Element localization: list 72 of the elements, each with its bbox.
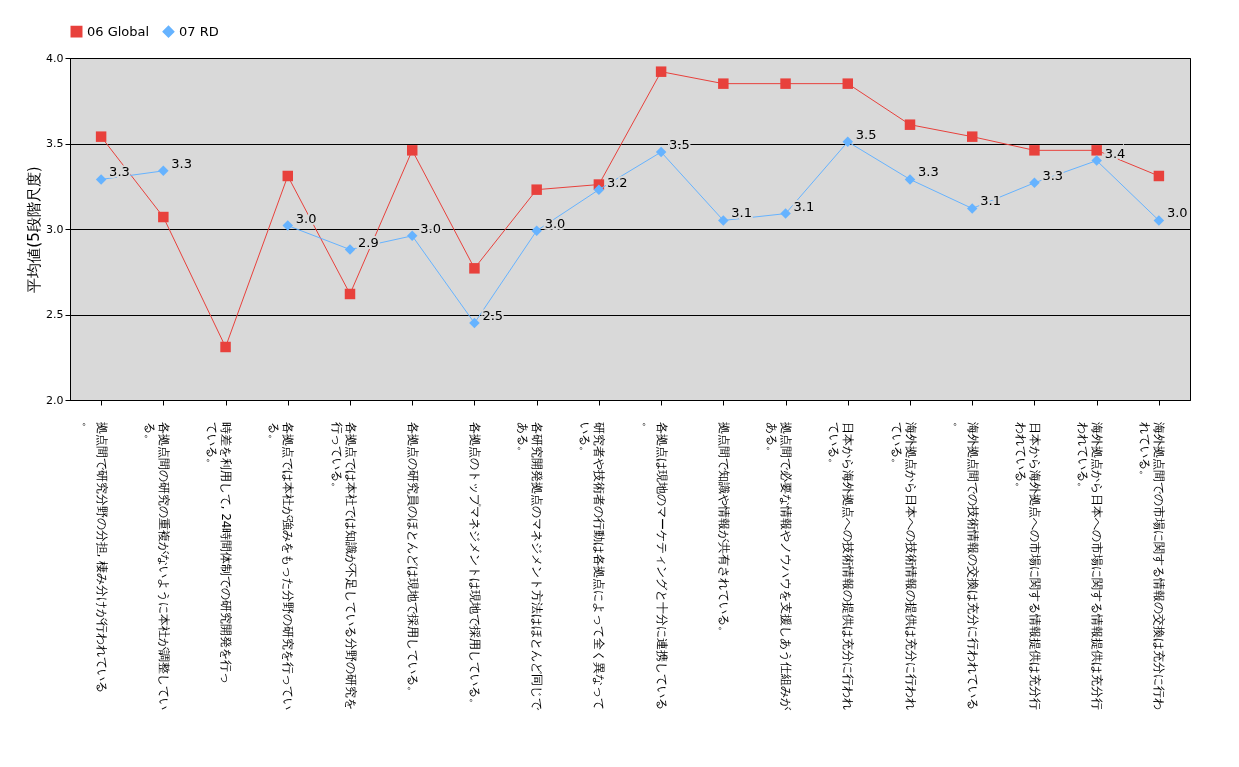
data-label: 3.0 [1166, 205, 1188, 221]
data-label: 3.3 [1042, 167, 1064, 183]
point [406, 145, 418, 156]
data-label: 3.0 [544, 215, 566, 231]
point [282, 220, 294, 231]
point [718, 215, 729, 226]
data-label: 3.3 [918, 164, 939, 180]
y-tick-label: 3.5 [46, 137, 64, 150]
x-tick-label: 各拠点間の研究の重複がないように本社が調整している。 [142, 421, 171, 710]
point [95, 174, 107, 185]
point [655, 146, 667, 158]
point [531, 184, 542, 195]
legend-label: 07 RD [179, 23, 219, 39]
x-tick-label: 海外拠点から日本への技術情報の提供は充分に行われている。 [889, 421, 918, 710]
data-label: 3.1 [980, 193, 1001, 209]
point [1029, 177, 1040, 189]
x-tick-label: 日本から海外拠点への市場に関する情報提供は充分行われている。 [1013, 421, 1042, 710]
point [469, 317, 480, 329]
point [406, 230, 418, 242]
legend-label: 06 Global [87, 23, 150, 39]
y-axis-title: 平均値(5段階尺度) [25, 166, 44, 293]
point [1091, 155, 1102, 166]
y-tick-label: 4.0 [46, 51, 64, 65]
point [1153, 215, 1165, 226]
x-tick-label: 各拠点では本社が強みをもった分野の研究を行っている。 [267, 421, 296, 710]
x-tick-label: 拠点間で知識や情報が共有されている。 [716, 421, 731, 638]
data-label: 3.2 [606, 174, 628, 190]
x-tick-label: 拠点間で必要な情報やノウハウを支援しあう仕組みがある。 [765, 421, 794, 711]
point [842, 136, 854, 148]
data-label: 3.3 [171, 155, 193, 171]
point [718, 78, 729, 89]
x-tick-label: 日本から海外拠点への技術情報の提供は充分に行われている。 [827, 421, 856, 710]
point [904, 174, 916, 185]
point [1153, 170, 1165, 182]
x-tick-label: 各拠点は現地のマーケティングと十分に連携している。 [640, 421, 669, 710]
x-tick-label: 各拠点の研究員のほとんどは現地で採用している。 [405, 421, 420, 698]
point [282, 170, 294, 182]
point [220, 341, 231, 353]
x-tick-label: 各研究開発拠点のマネジメント方法はほとんど同じである。 [516, 421, 545, 711]
point [531, 225, 542, 236]
x-tick-label: 各拠点では本社では知識が不足している分野の研究を行っている。 [329, 421, 358, 710]
y-tick-label: 2.5 [46, 308, 64, 321]
data-label: 3.3 [109, 164, 130, 180]
point [966, 203, 978, 214]
point [780, 208, 791, 219]
data-label: 3.1 [731, 205, 753, 221]
point [95, 131, 107, 142]
point [966, 131, 978, 142]
point [1091, 145, 1102, 156]
data-label: 3.4 [1104, 145, 1126, 161]
point [842, 78, 854, 89]
point [469, 263, 480, 274]
point [158, 165, 169, 177]
point [655, 66, 667, 77]
point [780, 78, 791, 89]
point [904, 119, 916, 130]
x-tick-label: 海外拠点から日本への市場に関する情報提供は充分行われている。 [1076, 421, 1105, 710]
x-tick-label: 拠点間で研究分野の分担, 棲み分けが行われている。 [80, 421, 109, 694]
y-tick-label: 2.0 [46, 393, 64, 407]
y-tick-label: 3.0 [46, 222, 64, 236]
point [344, 288, 356, 300]
x-tick-label: 海外拠点間での技術情報の交換は充分に行われている。 [951, 421, 980, 710]
data-label: 3.5 [855, 126, 877, 142]
point [1029, 145, 1040, 156]
x-tick-label: 各拠点のトップマネジメントは現地で採用している。 [467, 421, 482, 710]
data-label: 3.1 [793, 198, 815, 214]
x-tick-label: 研究者や技術者の行動は各拠点によって全く異なっている。 [578, 421, 607, 710]
x-tick-label: 時差を利用して, 24時間体制での研究開発を行っている。 [205, 421, 234, 685]
point [593, 184, 605, 195]
point [344, 244, 356, 255]
x-tick-label: 海外拠点間での市場に関する情報の交換は充分に行われている。 [1138, 421, 1167, 710]
point [158, 211, 169, 223]
